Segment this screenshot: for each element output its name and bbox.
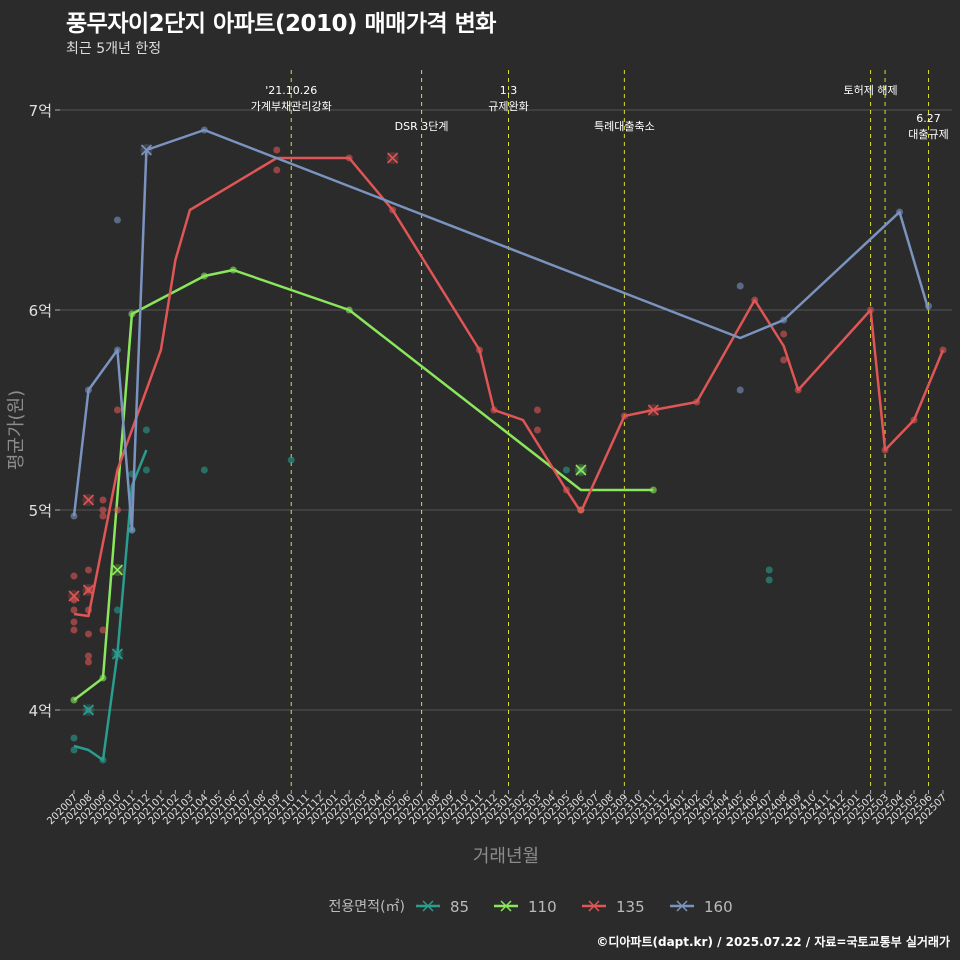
data-point-135 (70, 606, 78, 614)
event-label: '21.10.26 (265, 84, 317, 97)
data-point-135 (273, 146, 281, 154)
data-point-85 (70, 746, 78, 754)
data-point-135 (99, 626, 107, 634)
legend-label-110: 110 (528, 898, 557, 916)
data-point-135 (84, 630, 92, 638)
cross-marker-bg-135 (82, 494, 95, 506)
cross-marker-bg-160 (140, 144, 153, 156)
data-point-135 (84, 658, 92, 666)
data-point-85 (142, 466, 150, 474)
cross-marker-160 (140, 144, 152, 156)
cross-marker-bg-135 (647, 404, 660, 416)
chart-title: 풍무자이2단지 아파트(2010) 매매가격 변화 (66, 11, 496, 37)
source-caption: ©디아파트(dapt.kr) / 2025.07.22 / 자료=국토교통부 실… (596, 935, 950, 949)
event-label: 특례대출축소 (594, 120, 655, 133)
cross-marker-bg-135 (68, 590, 80, 602)
y-axis-title: 평균가(원) (6, 390, 27, 470)
y-tick-label: 5억 (29, 502, 52, 520)
cross-marker-110 (575, 464, 587, 476)
data-point-85 (200, 466, 208, 474)
series-line-110 (73, 268, 654, 701)
cross-marker-135 (82, 584, 95, 596)
data-point-85 (142, 426, 150, 434)
cross-marker-85 (82, 704, 95, 716)
legend-cross-135 (588, 900, 600, 912)
data-point-135 (70, 626, 78, 634)
cross-marker-bg-135 (82, 584, 95, 596)
data-point-110 (649, 486, 657, 494)
y-tick-label: 7억 (29, 102, 52, 120)
data-point-135 (533, 406, 541, 414)
legend-label-160: 160 (704, 898, 733, 916)
event-label: 규제완화 (488, 100, 528, 113)
event-label: 대출규제 (908, 128, 948, 141)
y-tick-label: 6억 (29, 302, 52, 320)
data-point-85 (113, 606, 121, 614)
series-line-135 (73, 156, 945, 618)
event-label: DSR 3단계 (395, 120, 449, 133)
cross-marker-135 (647, 404, 659, 416)
data-point-160 (113, 216, 121, 224)
event-label: 토허제 해제 (844, 83, 898, 97)
cross-marker-bg-85 (82, 704, 95, 716)
data-point-135 (113, 406, 121, 414)
data-point-85 (287, 456, 295, 464)
legend-title: 전용면적(㎡) (329, 899, 405, 915)
data-point-135 (780, 330, 788, 338)
data-point-135 (99, 506, 107, 514)
data-point-160 (736, 386, 744, 394)
legend-cross-110 (500, 900, 512, 912)
data-point-135 (99, 496, 107, 504)
data-point-135 (84, 652, 92, 660)
cross-marker-bg-110 (574, 464, 587, 476)
cross-marker-bg-135 (386, 152, 399, 164)
event-label: 1.3 (500, 84, 518, 97)
cross-marker-bg-110 (111, 564, 124, 576)
cross-marker-110 (111, 564, 124, 576)
event-label: 6.27 (916, 112, 941, 125)
legend-cross-160 (676, 900, 688, 912)
data-point-135 (84, 566, 92, 574)
data-point-135 (70, 618, 78, 626)
legend-label-135: 135 (616, 898, 645, 916)
y-tick-label: 4억 (29, 702, 52, 720)
cross-marker-85 (111, 648, 124, 660)
data-point-135 (533, 426, 541, 434)
data-point-160 (736, 282, 744, 290)
data-point-135 (273, 166, 281, 174)
data-point-135 (99, 512, 107, 520)
data-point-85 (765, 566, 773, 574)
data-point-85 (765, 576, 773, 584)
cross-marker-135 (68, 590, 80, 602)
data-point-135 (113, 506, 121, 514)
cross-marker-135 (82, 494, 95, 506)
event-label: 가계부채관리강화 (251, 100, 332, 113)
legend-label-85: 85 (450, 898, 469, 916)
data-point-135 (780, 356, 788, 364)
cross-marker-bg-85 (111, 648, 124, 660)
series-line-160 (72, 128, 930, 532)
x-axis-title: 거래년월 (473, 846, 539, 867)
chart-subtitle: 최근 5개년 한정 (66, 41, 162, 57)
data-point-135 (70, 572, 78, 580)
data-point-85 (562, 466, 570, 474)
data-point-85 (70, 734, 78, 742)
cross-marker-135 (387, 152, 399, 164)
legend-cross-85 (422, 900, 434, 912)
